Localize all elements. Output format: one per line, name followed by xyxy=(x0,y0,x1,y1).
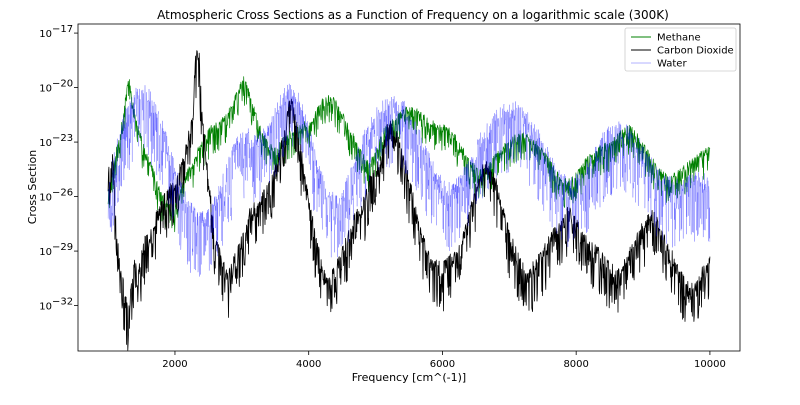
x-tick-label: 10000 xyxy=(694,359,726,370)
legend-box xyxy=(624,27,737,72)
chart-title: Atmospheric Cross Sections as a Function… xyxy=(157,8,669,22)
y-tick-exponent: −23 xyxy=(52,133,73,144)
y-tick-label: 10 xyxy=(39,193,52,204)
legend: Methane Carbon Dioxide Water xyxy=(624,27,737,72)
y-tick-label: 10 xyxy=(39,247,52,258)
y-tick-exponent: −17 xyxy=(52,24,73,35)
plot-frame xyxy=(77,23,741,352)
legend-entry: Carbon Dioxide xyxy=(657,46,734,57)
series-layer xyxy=(107,50,711,351)
y-tick-label: 10 xyxy=(39,29,52,40)
y-tick-exponent: −26 xyxy=(52,188,73,199)
y-tick-label: 10 xyxy=(39,302,52,313)
y-tick-exponent: −20 xyxy=(52,79,73,90)
y-tick-label: 10 xyxy=(39,138,52,149)
y-axis-label: Cross Section xyxy=(26,150,39,225)
x-axis-label: Frequency [cm^(-1)] xyxy=(352,371,466,384)
y-tick-label: 10 xyxy=(39,84,52,95)
legend-items: Methane Carbon Dioxide Water xyxy=(631,33,734,70)
series-line-methane xyxy=(107,76,711,233)
x-tick-label: 8000 xyxy=(563,359,588,370)
legend-entry: Water xyxy=(657,59,687,70)
y-tick-exponent: −29 xyxy=(52,242,73,253)
x-axis-ticks: 2000 4000 6000 8000 10000 xyxy=(162,351,726,370)
legend-entry: Methane xyxy=(657,33,701,44)
x-tick-label: 2000 xyxy=(162,359,187,370)
x-tick-label: 4000 xyxy=(296,359,321,370)
series-line-carbon-dioxide xyxy=(107,50,711,351)
plot-area xyxy=(77,23,741,352)
x-tick-label: 6000 xyxy=(430,359,455,370)
series-line-water xyxy=(107,83,711,277)
y-tick-exponent: −32 xyxy=(52,297,73,308)
